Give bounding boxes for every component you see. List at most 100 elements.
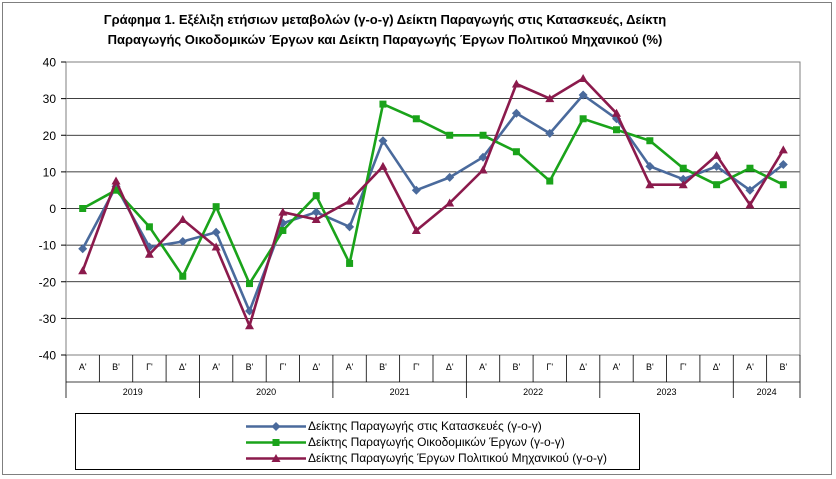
data-point-series-3 <box>645 180 655 189</box>
series-line-1 <box>81 93 785 313</box>
data-point-series-2 <box>546 177 554 185</box>
series-lines <box>78 73 788 330</box>
data-point-series-1 <box>345 222 355 232</box>
legend-item-construction: Δείκτης Παραγωγής στις Κατασκευές (γ-ο-γ… <box>76 419 636 434</box>
data-point-series-2 <box>613 126 620 134</box>
legend-swatch-buildings <box>246 439 306 446</box>
x-year-label: 2024 <box>757 387 777 397</box>
x-quarter-label: Α' <box>212 362 220 372</box>
data-point-series-2 <box>512 148 520 156</box>
data-point-series-2 <box>179 272 187 280</box>
data-point-series-2 <box>479 131 487 139</box>
data-point-series-3 <box>345 196 355 205</box>
y-tick-label: 10 <box>43 165 57 179</box>
y-tick-label: -10 <box>39 239 57 253</box>
chart-title-line-2: Παραγωγής Οικοδομικών Έργων και Δείκτη Π… <box>107 32 663 47</box>
data-point-series-3 <box>545 94 555 103</box>
x-year-label: 2023 <box>657 387 677 397</box>
x-quarter-label: Γ' <box>413 362 420 372</box>
x-quarter-label: Β' <box>779 362 787 372</box>
data-point-series-3 <box>111 176 121 185</box>
chart-title: Γράφημα 1. Εξέλιξη ετήσιων μεταβολών (γ-… <box>0 10 770 50</box>
x-quarter-label: Γ' <box>280 362 287 372</box>
x-quarter-label: Δ' <box>179 362 187 372</box>
data-point-series-3 <box>678 180 688 189</box>
data-point-series-3 <box>745 200 755 209</box>
series-line-3 <box>81 77 785 328</box>
data-point-series-2 <box>713 181 721 189</box>
x-quarter-label: Α' <box>479 362 487 372</box>
x-quarter-label: Δ' <box>446 362 454 372</box>
x-quarter-label: Γ' <box>546 362 553 372</box>
data-point-series-1 <box>578 90 588 100</box>
data-point-series-2 <box>679 164 687 172</box>
x-quarter-label: Β' <box>112 362 120 372</box>
y-tick-label: -20 <box>39 275 57 289</box>
data-point-series-1 <box>211 227 221 237</box>
x-quarter-label: Δ' <box>713 362 721 372</box>
data-point-series-3 <box>478 165 488 174</box>
data-point-series-2 <box>246 280 253 288</box>
data-point-series-2 <box>379 100 387 108</box>
x-year-label: 2021 <box>390 387 410 397</box>
x-quarter-label: Α' <box>346 362 354 372</box>
data-point-series-3 <box>445 198 455 207</box>
legend-label-buildings: Δείκτης Παραγωγής Οικοδομικών Έργων (γ-ο… <box>308 435 565 449</box>
data-point-series-3 <box>278 207 288 216</box>
series-line-2 <box>82 102 784 285</box>
legend-swatch-construction <box>246 422 306 431</box>
legend-item-civil-engineering: Δείκτης Παραγωγής Έργων Πολιτικού Μηχανι… <box>76 451 636 466</box>
data-point-series-3 <box>511 79 521 88</box>
chart-title-line-1: Γράφημα 1. Εξέλιξη ετήσιων μεταβολών (γ-… <box>103 12 667 27</box>
data-point-series-3 <box>712 150 722 159</box>
data-point-series-1 <box>712 161 722 171</box>
y-tick-label: 30 <box>43 92 57 106</box>
data-point-series-1 <box>778 160 788 170</box>
x-quarter-label: Δ' <box>312 362 320 372</box>
data-point-series-2 <box>646 137 654 145</box>
legend: Δείκτης Παραγωγής στις Κατασκευές (γ-ο-γ… <box>75 413 640 470</box>
data-point-series-2 <box>446 131 454 139</box>
x-quarter-label: Β' <box>379 362 387 372</box>
data-point-series-2 <box>412 115 420 123</box>
data-point-series-2 <box>746 164 754 172</box>
x-quarter-label: Β' <box>646 362 654 372</box>
legend-label-civil-engineering: Δείκτης Παραγωγής Έργων Πολιτικού Μηχανι… <box>308 451 607 465</box>
data-point-series-1 <box>411 185 421 195</box>
x-year-label: 2020 <box>256 387 276 397</box>
gridlines <box>66 61 800 356</box>
x-quarter-label: Γ' <box>680 362 687 372</box>
data-point-series-2 <box>312 192 320 200</box>
data-point-series-3 <box>612 108 621 117</box>
y-tick-label: 0 <box>49 202 56 216</box>
x-quarter-label: Β' <box>246 362 254 372</box>
data-point-series-2 <box>279 226 287 234</box>
data-point-series-1 <box>478 152 488 162</box>
y-tick-label: -40 <box>39 349 57 363</box>
x-year-label: 2022 <box>523 387 543 397</box>
data-point-series-3 <box>178 214 188 223</box>
axes: -40 -30 -20 -10 0 10 20 30 40 Α' Β' Γ' Δ' Α' Β' Γ' Δ' Α' Β… <box>39 56 801 398</box>
data-point-series-1 <box>78 244 88 254</box>
data-point-series-3 <box>245 321 254 330</box>
data-point-series-3 <box>378 161 388 170</box>
y-tick-label: -30 <box>39 312 57 326</box>
data-point-series-2 <box>779 181 787 189</box>
data-point-series-1 <box>445 172 455 182</box>
x-quarter-label: Α' <box>79 362 87 372</box>
data-point-series-2 <box>145 223 153 231</box>
data-point-series-1 <box>245 306 254 316</box>
data-point-series-1 <box>378 136 388 146</box>
x-quarter-label: Δ' <box>579 362 587 372</box>
x-year-label: 2019 <box>123 387 143 397</box>
y-tick-label: 40 <box>43 56 57 70</box>
data-point-series-3 <box>411 225 421 234</box>
x-quarter-label: Γ' <box>146 362 153 372</box>
data-point-series-3 <box>311 214 321 223</box>
data-point-series-1 <box>511 108 521 118</box>
x-quarter-label: Α' <box>746 362 754 372</box>
data-point-series-3 <box>78 266 88 275</box>
data-point-series-3 <box>211 242 221 251</box>
